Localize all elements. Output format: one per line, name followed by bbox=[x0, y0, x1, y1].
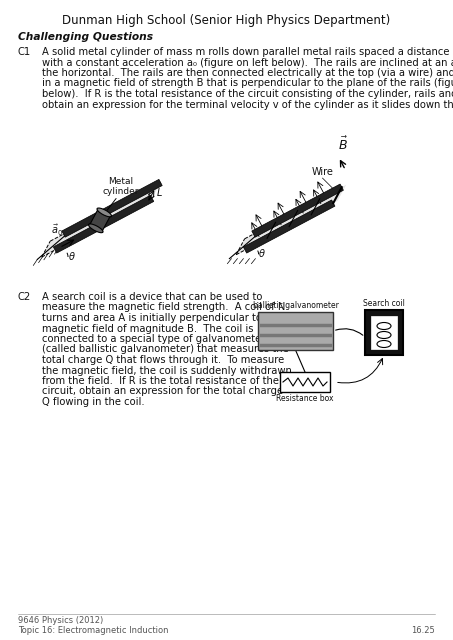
Text: Topic 16: Electromagnetic Induction: Topic 16: Electromagnetic Induction bbox=[18, 626, 169, 635]
Text: Challenging Questions: Challenging Questions bbox=[18, 32, 153, 42]
Polygon shape bbox=[243, 200, 335, 253]
Text: Resistance box: Resistance box bbox=[276, 394, 334, 403]
Text: turns and area A is initially perpendicular to a: turns and area A is initially perpendicu… bbox=[42, 313, 271, 323]
Text: Wire: Wire bbox=[312, 167, 333, 177]
Text: $\vec{a}_0$: $\vec{a}_0$ bbox=[51, 223, 63, 238]
Ellipse shape bbox=[97, 208, 111, 217]
Text: 9646 Physics (2012): 9646 Physics (2012) bbox=[18, 616, 103, 625]
Polygon shape bbox=[62, 179, 162, 237]
Text: Metal
cylinder: Metal cylinder bbox=[102, 177, 139, 196]
Text: Dunman High School (Senior High Physics Department): Dunman High School (Senior High Physics … bbox=[62, 14, 390, 27]
Bar bbox=[365, 310, 403, 355]
Text: below).  If R is the total resistance of the circuit consisting of the cylinder,: below). If R is the total resistance of … bbox=[42, 89, 453, 99]
Bar bbox=[258, 312, 333, 350]
Text: measure the magnetic field strength.  A coil of N: measure the magnetic field strength. A c… bbox=[42, 303, 285, 312]
Text: C2: C2 bbox=[18, 292, 31, 302]
Text: C1: C1 bbox=[18, 47, 31, 57]
Text: θ: θ bbox=[69, 252, 75, 262]
Polygon shape bbox=[252, 184, 343, 237]
Polygon shape bbox=[236, 185, 346, 255]
Text: with a constant acceleration a₀ (figure on left below).  The rails are inclined : with a constant acceleration a₀ (figure … bbox=[42, 58, 453, 67]
Text: Search coil: Search coil bbox=[363, 299, 405, 308]
Bar bbox=[280, 372, 330, 392]
Text: obtain an expression for the terminal velocity v of the cylinder as it slides do: obtain an expression for the terminal ve… bbox=[42, 99, 453, 109]
Bar bbox=[371, 316, 397, 349]
Text: $\vec{B}$: $\vec{B}$ bbox=[337, 136, 347, 153]
Text: circuit, obtain an expression for the total charge: circuit, obtain an expression for the to… bbox=[42, 387, 283, 397]
Polygon shape bbox=[90, 209, 111, 232]
Text: the horizontal.  The rails are then connected electrically at the top (via a wir: the horizontal. The rails are then conne… bbox=[42, 68, 453, 78]
Ellipse shape bbox=[88, 224, 103, 233]
Text: connected to a special type of galvanometer: connected to a special type of galvanome… bbox=[42, 334, 265, 344]
Text: θ: θ bbox=[259, 250, 265, 259]
Text: Q flowing in the coil.: Q flowing in the coil. bbox=[42, 397, 145, 407]
Polygon shape bbox=[42, 182, 160, 257]
Text: magnetic field of magnitude B.  The coil is: magnetic field of magnitude B. The coil … bbox=[42, 323, 254, 333]
Text: ballistic galvanometer: ballistic galvanometer bbox=[253, 301, 338, 310]
Polygon shape bbox=[53, 195, 154, 253]
Text: in a magnetic field of strength B that is perpendicular to the plane of the rail: in a magnetic field of strength B that i… bbox=[42, 79, 453, 88]
Text: total charge Q that flows through it.  To measure: total charge Q that flows through it. To… bbox=[42, 355, 284, 365]
Text: L: L bbox=[156, 188, 162, 198]
Text: A search coil is a device that can be used to: A search coil is a device that can be us… bbox=[42, 292, 262, 302]
Text: the magnetic field, the coil is suddenly withdrawn: the magnetic field, the coil is suddenly… bbox=[42, 365, 292, 376]
Text: A solid metal cylinder of mass m rolls down parallel metal rails spaced a distan: A solid metal cylinder of mass m rolls d… bbox=[42, 47, 453, 57]
Text: (called ballistic galvanometer) that measures the: (called ballistic galvanometer) that mea… bbox=[42, 344, 289, 355]
Text: from the field.  If R is the total resistance of the: from the field. If R is the total resist… bbox=[42, 376, 279, 386]
Text: 16.25: 16.25 bbox=[411, 626, 435, 635]
